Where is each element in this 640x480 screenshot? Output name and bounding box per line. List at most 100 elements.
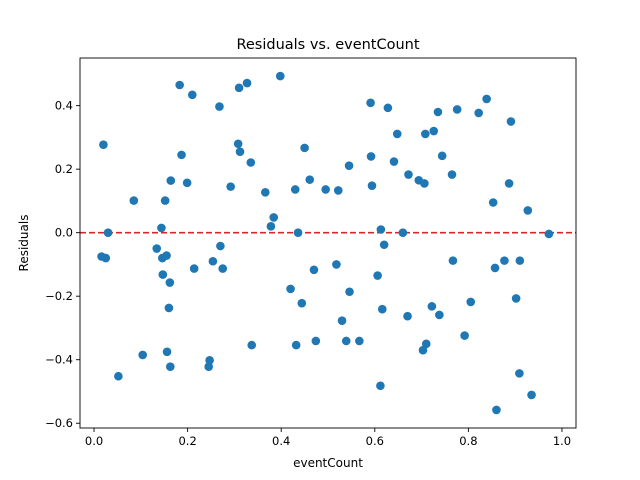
data-point-64	[379, 240, 389, 250]
data-point-62	[376, 225, 386, 234]
data-point-1	[99, 140, 108, 149]
data-point-81	[447, 170, 457, 179]
data-point-69	[403, 311, 412, 321]
data-point-96	[515, 256, 525, 265]
data-point-87	[482, 94, 491, 104]
x-tick-label: 0.2	[178, 434, 196, 448]
plot-frame	[79, 57, 577, 429]
data-point-49	[321, 185, 330, 194]
data-point-5	[129, 196, 139, 205]
data-point-35	[247, 340, 257, 350]
data-point-38	[269, 213, 279, 222]
data-point-77	[429, 126, 439, 136]
data-point-73	[420, 179, 429, 188]
data-point-63	[377, 304, 387, 314]
data-point-97	[523, 206, 533, 215]
data-point-61	[376, 381, 385, 391]
data-point-40	[286, 284, 295, 294]
data-point-82	[448, 256, 458, 265]
chart-title: Residuals vs. eventCount	[236, 37, 419, 53]
data-point-75	[421, 339, 431, 349]
data-point-23	[204, 362, 213, 372]
data-point-48	[311, 336, 321, 346]
x-tick-label: 1.0	[553, 434, 571, 448]
data-point-85	[466, 297, 476, 307]
data-point-93	[506, 117, 516, 126]
data-point-94	[511, 294, 521, 303]
data-point-66	[389, 157, 399, 166]
data-point-7	[152, 244, 162, 253]
data-point-57	[366, 98, 375, 108]
plot-area	[80, 58, 576, 428]
data-point-6	[138, 350, 147, 360]
data-point-43	[293, 228, 303, 237]
data-point-15	[165, 278, 175, 287]
data-point-92	[504, 179, 514, 188]
data-point-33	[242, 78, 252, 88]
data-point-56	[355, 336, 364, 346]
data-point-32	[235, 147, 245, 156]
data-point-58	[366, 152, 376, 161]
data-point-20	[182, 178, 192, 188]
data-point-34	[246, 158, 256, 167]
data-point-3	[103, 228, 113, 237]
data-point-89	[490, 263, 500, 273]
data-point-24	[205, 356, 214, 365]
y-axis-label: Residuals	[17, 215, 31, 272]
data-point-30	[233, 139, 243, 149]
data-points	[97, 71, 554, 415]
data-point-45	[300, 143, 309, 153]
data-point-28	[218, 264, 228, 273]
y-tick-label: −0.4	[45, 353, 73, 367]
y-tick-label: 0.2	[55, 162, 73, 176]
data-point-2	[101, 253, 111, 263]
data-point-29	[226, 182, 235, 191]
data-point-47	[309, 265, 319, 275]
data-point-42	[291, 340, 301, 350]
data-point-91	[500, 256, 509, 265]
data-point-52	[337, 316, 347, 325]
data-point-50	[332, 260, 341, 269]
data-point-83	[452, 105, 462, 114]
x-tick-label: 0.6	[366, 434, 384, 448]
data-point-72	[418, 345, 428, 355]
data-point-14	[164, 303, 174, 313]
x-tick-label: 0.4	[272, 434, 290, 448]
data-point-10	[158, 270, 168, 279]
x-tick-label: 0.8	[459, 434, 477, 448]
y-tick-label: −0.6	[45, 416, 73, 430]
x-axis-label: eventCount	[293, 456, 363, 470]
data-point-60	[373, 271, 382, 280]
data-point-12	[162, 251, 171, 260]
data-point-13	[162, 347, 172, 357]
data-point-80	[437, 151, 447, 161]
x-axis-ticks: 0.0 0.2 0.4 0.6 0.8 1.0	[85, 428, 571, 448]
x-tick-label: 0.0	[85, 434, 103, 448]
data-point-78	[433, 107, 443, 117]
data-point-44	[297, 298, 307, 308]
data-point-19	[177, 150, 186, 160]
data-point-18	[175, 80, 184, 90]
data-point-22	[189, 264, 199, 273]
data-point-21	[188, 90, 197, 100]
data-point-16	[166, 362, 175, 372]
data-point-36	[261, 188, 270, 197]
data-point-88	[488, 198, 498, 207]
data-point-67	[392, 129, 402, 139]
data-point-26	[215, 102, 224, 111]
data-point-99	[544, 229, 554, 239]
data-point-76	[427, 302, 437, 311]
data-point-65	[383, 103, 393, 113]
y-tick-label: −0.2	[45, 289, 73, 303]
y-tick-label: 0.4	[55, 99, 73, 113]
data-point-79	[435, 310, 444, 320]
data-point-98	[527, 390, 536, 400]
y-axis-ticks: −0.6 −0.4 −0.2 0.0 0.2 0.4	[45, 99, 80, 430]
data-point-74	[421, 129, 430, 139]
data-point-59	[367, 181, 377, 190]
y-tick-label: 0.0	[55, 226, 73, 240]
data-point-17	[166, 176, 176, 185]
data-point-31	[234, 83, 244, 93]
data-point-84	[460, 331, 469, 340]
